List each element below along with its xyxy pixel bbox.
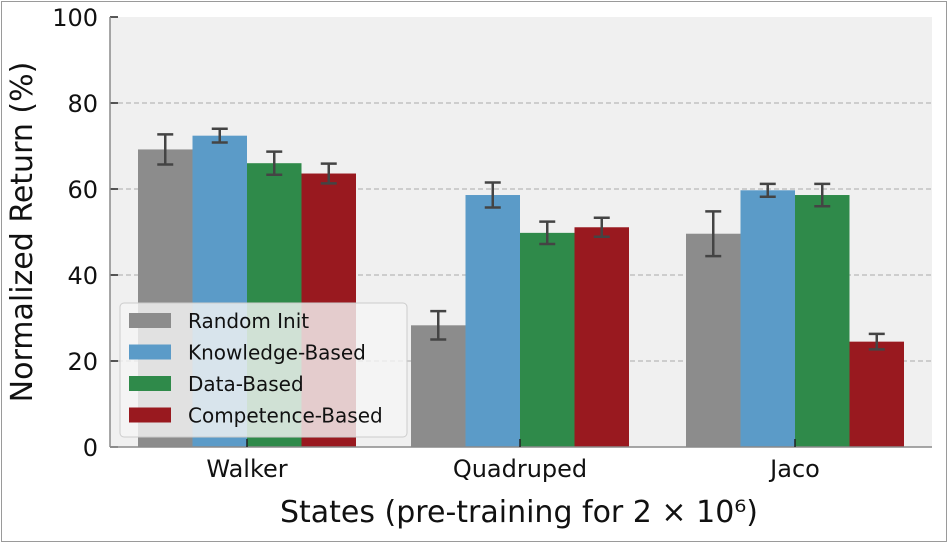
x-tick-labels: Walker Quadruped Jaco [206, 455, 819, 483]
bar-knowledge-based-quadruped [465, 195, 520, 447]
legend-label: Competence-Based [188, 404, 383, 428]
x-tick-label: Jaco [768, 455, 820, 483]
y-tick-label: 20 [67, 348, 98, 376]
bar-competence-based-quadruped [574, 227, 629, 447]
y-tick-label: 80 [67, 90, 98, 118]
y-tick-label: 0 [83, 434, 98, 462]
axes [109, 16, 932, 448]
legend-label: Data-Based [188, 372, 304, 396]
y-tick-labels: 0 20 40 60 80 100 [52, 4, 98, 462]
y-tick-label: 40 [67, 262, 98, 290]
bar-random-init-jaco [686, 233, 741, 447]
bar-random-init-quadruped [411, 325, 466, 447]
bar-competence-based-jaco [849, 341, 904, 447]
y-axis-label: Normalized Return (%) [5, 62, 40, 403]
legend-label: Random Init [188, 309, 309, 333]
bar-knowledge-based-jaco [740, 190, 795, 448]
bar-data-based-jaco [795, 195, 850, 447]
legend-swatch [129, 344, 171, 360]
x-axis-label: States (pre-training for 2 × 10⁶) [280, 495, 758, 530]
legend-label: Knowledge-Based [188, 341, 366, 365]
legend: Random Init Knowledge-Based Data-Based Comp… [119, 302, 408, 438]
bar-data-based-quadruped [520, 232, 575, 447]
legend-swatch [129, 407, 171, 423]
legend-box [119, 302, 408, 438]
x-tick-label: Walker [206, 455, 287, 483]
legend-swatch [129, 313, 171, 328]
error-bars [157, 127, 885, 351]
x-tick-label: Quadruped [453, 455, 587, 483]
y-tick-label: 100 [52, 4, 98, 32]
legend-swatch [129, 376, 171, 391]
y-tick-label: 60 [67, 176, 98, 204]
